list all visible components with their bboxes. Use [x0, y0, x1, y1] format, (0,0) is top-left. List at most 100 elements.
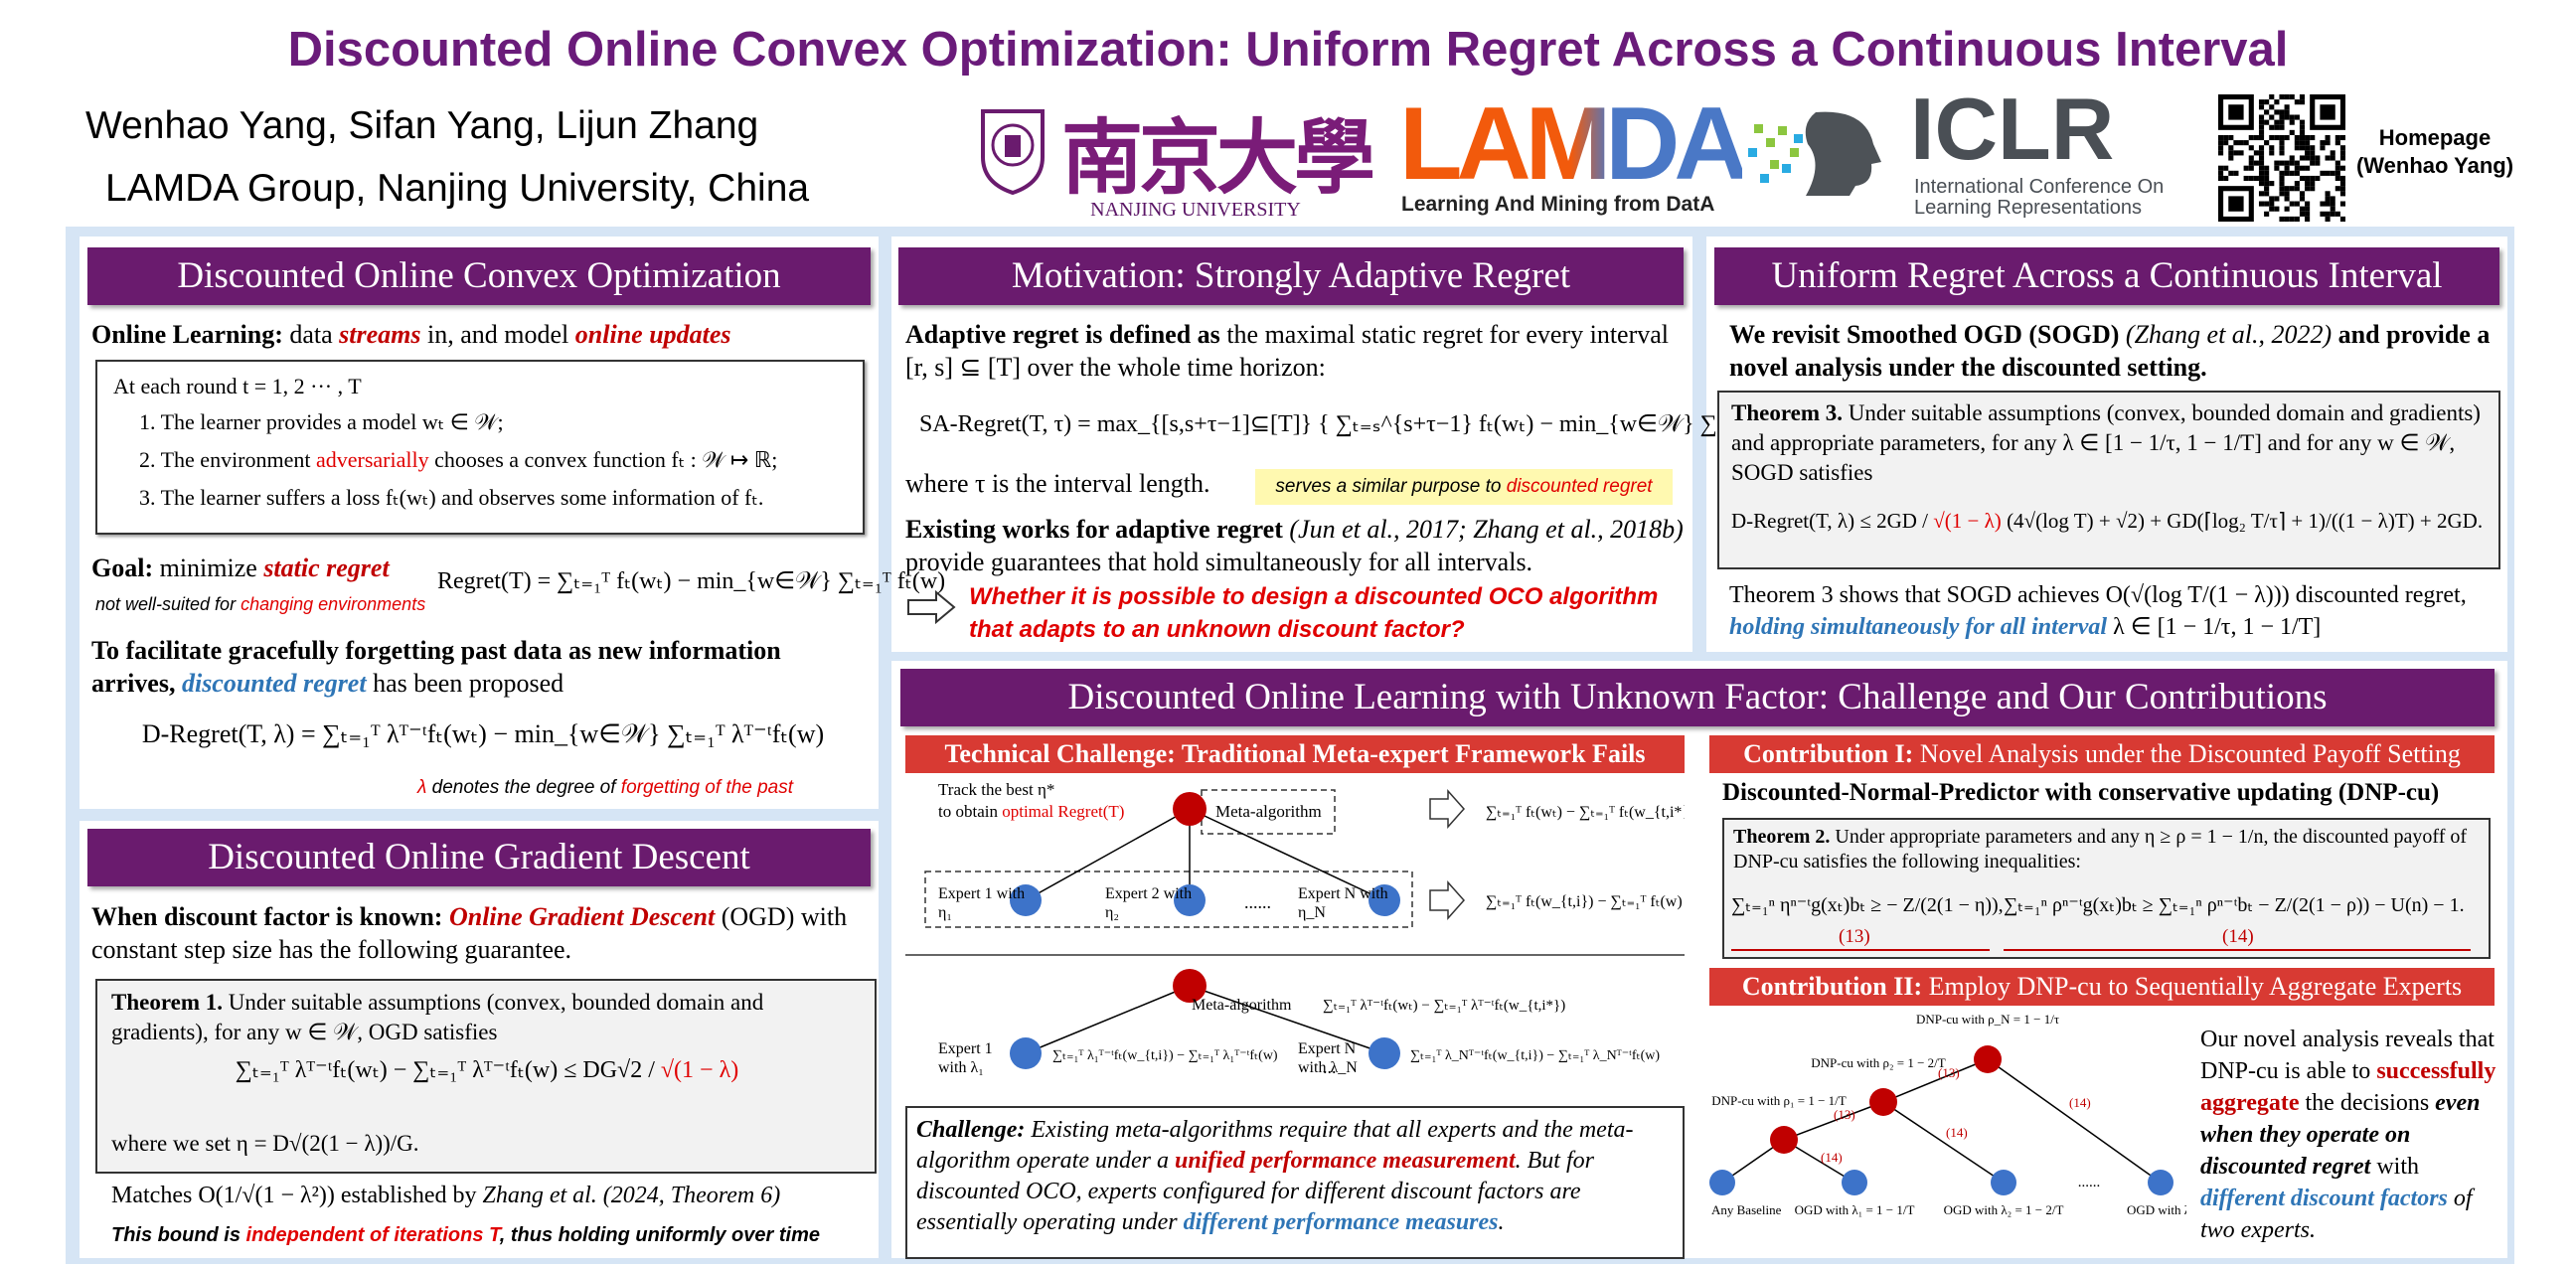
qr-module: [2299, 99, 2306, 105]
nju-english-name: NANJING UNIVERSITY: [1090, 199, 1301, 221]
qr-module: [2269, 104, 2275, 110]
qr-module: [2258, 175, 2265, 182]
qr-module: [2294, 160, 2300, 166]
qr-module: [2294, 165, 2300, 171]
qr-module: [2228, 155, 2234, 161]
formula: D-Regret(T, λ) = ∑ₜ₌₁ᵀ λᵀ⁻ᵗfₜ(wₜ) − min_…: [141, 719, 825, 748]
qr-module: [2264, 181, 2270, 187]
formula-note: λ denotes the degree of forgetting of th…: [417, 777, 793, 799]
qr-module: [2334, 160, 2340, 166]
expert-label: Expert 2 with η₂: [1105, 885, 1193, 921]
callout: serves a similar purpose to discounted r…: [1255, 469, 1673, 505]
text: Theorem 3 shows that SOGD achieves O(√(l…: [1729, 582, 2467, 608]
text: (OGD) with constant step size has the fo…: [91, 902, 848, 964]
qr-module: [2279, 119, 2285, 125]
node-label: DNP-cu with ρ₁ = 1 − 1/T: [1711, 1093, 1847, 1108]
qr-module: [2334, 211, 2340, 217]
qr-module: [2258, 191, 2265, 197]
qr-module: [2294, 216, 2300, 222]
qr-module: [2330, 196, 2335, 202]
text: chooses a convex function fₜ : 𝒲 ↦ ℝ;: [428, 447, 778, 472]
qr-module: [2264, 99, 2270, 105]
qr-module: [2279, 94, 2285, 100]
qr-module: [2284, 160, 2290, 166]
qr-module: [2294, 170, 2300, 176]
qr-module: [2264, 201, 2270, 207]
qr-module: [2299, 175, 2306, 182]
qr-module: [2279, 191, 2285, 197]
qr-module: [2339, 165, 2345, 171]
qr-module: [2339, 134, 2345, 141]
iclr-tagline: Learning Representations: [1914, 197, 2143, 219]
text: data: [282, 320, 340, 349]
text: D-Regret(T, λ) ≤ 2GD /: [1731, 509, 1934, 533]
edge-label: (13): [1834, 1107, 1855, 1122]
text: provide guarantees that hold simultaneou…: [905, 548, 1533, 576]
qr-module: [2334, 165, 2340, 171]
qr-module: [2330, 155, 2335, 161]
label: Contribution II:: [1741, 972, 1923, 1001]
qr-module: [2305, 186, 2311, 192]
qr-module: [2294, 114, 2300, 120]
qr-module: [2274, 160, 2280, 166]
formula: ∑ₜ₌₁ⁿ ηⁿ⁻ᵗg(xₜ)bₜ ≥ − Z/(2(1 − η)),: [1731, 894, 2004, 916]
qr-module: [2310, 160, 2316, 166]
qr-module: [2279, 134, 2285, 141]
qr-module: [2274, 124, 2280, 130]
theorem: Theorem 1. Under suitable assumptions (c…: [111, 988, 863, 1047]
theorem: Theorem 2. Under appropriate parameters …: [1733, 825, 2479, 874]
qr-module: [2279, 175, 2285, 182]
theorem-box: [95, 979, 877, 1174]
lamda-logo: LAMDA: [1399, 86, 1748, 202]
section-heading: Discounted Online Learning with Unknown …: [900, 669, 2495, 726]
node-label: DNP-cu with ρ₂ = 1 − 2/T: [1811, 1055, 1946, 1070]
emphasis: changing environments: [241, 594, 426, 614]
qr-module: [2305, 145, 2311, 151]
text: 3. The learner suffers a loss fₜ(wₜ) and…: [139, 485, 764, 510]
diagram-formula: ∑ₜ₌₁ᵀ fₜ(wₜ) − ∑ₜ₌₁ᵀ fₜ(w_{t,i*}): [1486, 804, 1685, 821]
edge-label: (14): [1946, 1125, 1968, 1140]
tree-dots: ......: [2078, 1175, 2101, 1190]
qr-module: [2264, 140, 2270, 146]
qr-module: [2258, 155, 2265, 161]
text: 2. The environment: [139, 447, 316, 472]
qr-module: [2223, 134, 2229, 141]
paragraph: Existing works for adaptive regret (Jun …: [905, 513, 1686, 578]
qr-module: [2339, 145, 2345, 151]
qr-module: [2330, 201, 2335, 207]
qr-module: [2339, 191, 2345, 197]
qr-module: [2334, 170, 2340, 176]
qr-module: [2258, 119, 2265, 125]
text: and provide a novel analysis under the d…: [1729, 320, 2491, 382]
theorem-label: Theorem 2.: [1733, 826, 1831, 848]
emphasis: discounted regret: [181, 669, 367, 698]
diagram-formula: ∑ₜ₌₁ᵀ λᵀ⁻ᵗfₜ(wₜ) − ∑ₜ₌₁ᵀ λᵀ⁻ᵗfₜ(w_{t,i*}…: [1323, 998, 1565, 1014]
qr-module: [2279, 145, 2285, 151]
text: of two experts.: [2200, 1186, 2473, 1243]
qr-module: [2228, 134, 2234, 141]
qr-module: [2258, 170, 2265, 176]
protocol-box: [95, 360, 865, 535]
leaf-label: OGD with λ₁ = 1 − 1/T: [1795, 1202, 1915, 1217]
qr-module: [2289, 170, 2295, 176]
subsection-heading: Contribution I: Novel Analysis under the…: [1709, 735, 2495, 773]
qr-module: [2299, 145, 2306, 151]
text: Under suitable assumptions (convex, boun…: [111, 990, 764, 1044]
qr-module: [2284, 191, 2290, 197]
qr-module: [2315, 155, 2321, 161]
subsection-heading: Technical Challenge: Traditional Meta-ex…: [905, 735, 1685, 773]
qr-module: [2305, 165, 2311, 171]
qr-module: [2299, 165, 2306, 171]
qr-module: [2299, 129, 2306, 135]
edge-label: (14): [1821, 1150, 1843, 1165]
paragraph: Theorem 3 shows that SOGD achieves O(√(l…: [1729, 579, 2499, 643]
symbol: λ: [417, 777, 427, 798]
qr-module: [2264, 170, 2270, 176]
qr-module: [2253, 150, 2259, 156]
qr-module: [2299, 94, 2306, 100]
leaf-label: Any Baseline: [1711, 1202, 1782, 1217]
text: established by: [334, 1183, 483, 1208]
emphasis: even when they operate on discounted reg…: [2200, 1090, 2481, 1180]
qr-module: [2284, 114, 2290, 120]
